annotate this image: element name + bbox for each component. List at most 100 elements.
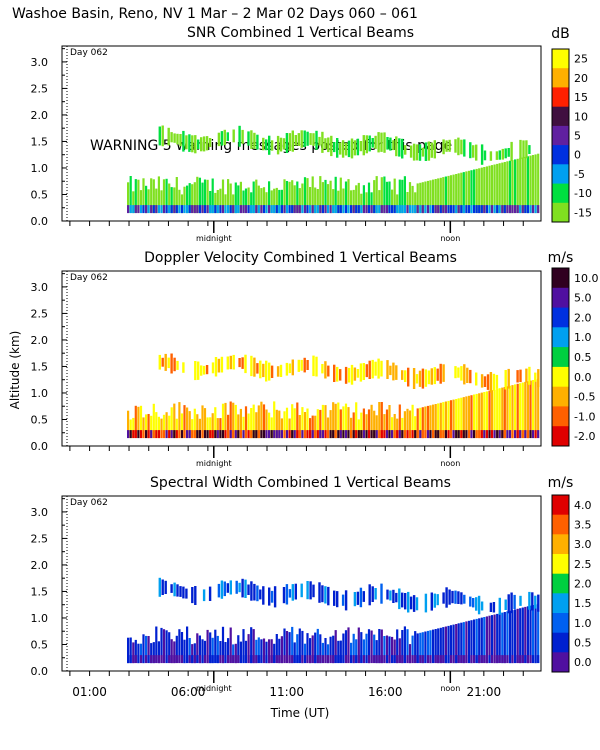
echo-low-strip <box>380 402 383 439</box>
echo-low-strip <box>375 176 378 214</box>
echo-layer-strip <box>339 142 342 155</box>
echo-layer-strip <box>537 369 540 388</box>
echo-layer-strip <box>297 359 300 372</box>
echo-base-strip <box>296 430 299 439</box>
echo-low-strip <box>426 630 430 663</box>
echo-base-strip <box>526 205 529 214</box>
echo-base-strip <box>162 430 166 439</box>
echo-low-strip <box>296 181 299 213</box>
echo-layer-strip <box>448 589 451 605</box>
echo-base-strip <box>457 655 460 664</box>
echo-low-strip <box>444 401 447 439</box>
echo-low-strip <box>537 153 540 213</box>
echo-layer-strip <box>374 588 377 600</box>
echo-low-strip <box>250 408 253 439</box>
echo-layer-strip <box>507 148 510 157</box>
echo-base-strip <box>288 655 291 664</box>
echo-low-strip <box>488 165 491 213</box>
echo-layer-strip <box>436 368 439 381</box>
echo-base-strip <box>460 655 463 664</box>
echo-base-strip <box>434 655 437 664</box>
echo-layer-strip <box>507 594 510 614</box>
echo-base-strip <box>462 430 465 439</box>
echo-base-strip <box>314 205 317 214</box>
echo-low-strip <box>365 633 368 663</box>
echo-base-strip <box>370 205 373 214</box>
echo-low-strip <box>383 636 386 663</box>
echo-layer-strip <box>436 594 439 606</box>
figure-title: Washoe Basin, Reno, NV 1 Mar – 2 Mar 02 … <box>12 6 418 22</box>
echo-low-strip <box>391 189 394 213</box>
echo-layer-strip <box>528 366 531 385</box>
echo-low-strip <box>416 183 419 213</box>
echo-base-strip <box>324 205 327 214</box>
echo-base-strip <box>175 205 178 214</box>
echo-base-strip <box>470 430 473 439</box>
echo-base-strip <box>221 655 225 664</box>
echo-base-strip <box>203 430 207 439</box>
echo-base-strip <box>193 205 196 214</box>
echo-low-strip <box>242 190 245 213</box>
echo-base-strip <box>432 205 435 214</box>
colorbar-segment <box>552 573 569 594</box>
echo-layer-strip <box>525 140 528 159</box>
echo-low-strip <box>139 190 143 213</box>
echo-base-strip <box>321 430 324 439</box>
echo-low-strip <box>490 165 494 213</box>
colorbar-segment <box>552 49 569 69</box>
echo-low-strip <box>414 631 417 663</box>
echo-base-strip <box>250 655 253 664</box>
echo-base-strip <box>398 205 401 214</box>
echo-layer-strip <box>404 370 407 382</box>
echo-base-strip <box>342 205 345 214</box>
echo-base-strip <box>480 205 483 214</box>
echo-low-strip <box>401 417 404 438</box>
echo-base-strip <box>478 430 481 439</box>
echo-base-strip <box>488 655 491 664</box>
echo-low-strip <box>521 607 524 663</box>
echo-base-strip <box>462 655 465 664</box>
echo-low-strip <box>378 402 381 438</box>
echo-low-strip <box>462 622 465 664</box>
echo-base-strip <box>526 430 529 439</box>
echo-base-strip <box>147 655 150 664</box>
echo-low-strip <box>157 176 160 213</box>
echo-base-strip <box>503 205 506 214</box>
echo-low-strip <box>186 407 189 438</box>
echo-base-strip <box>378 655 381 664</box>
echo-low-strip <box>475 393 478 438</box>
echo-low-strip <box>355 185 358 213</box>
echo-low-strip <box>449 175 453 213</box>
echo-low-strip <box>496 163 499 214</box>
echo-low-strip <box>165 178 168 214</box>
colorbar-segment <box>552 307 569 328</box>
echo-low-strip <box>339 640 342 663</box>
echo-layer-strip <box>418 370 422 387</box>
echo-layer-strip <box>318 582 321 603</box>
echo-base-strip <box>260 430 263 439</box>
echo-low-strip <box>229 401 232 439</box>
plot-frame <box>61 495 542 672</box>
echo-low-strip <box>186 185 189 214</box>
echo-layer-strip <box>270 140 274 151</box>
echo-low-strip <box>534 154 537 214</box>
panel-title: Doppler Velocity Combined 1 Vertical Bea… <box>144 250 457 266</box>
day-mark-label: midnight <box>196 234 232 243</box>
echo-low-strip <box>232 402 235 439</box>
echo-base-strip <box>426 205 430 214</box>
echo-low-strip <box>134 405 137 438</box>
echo-layer-strip <box>392 589 395 603</box>
echo-base-strip <box>357 430 360 439</box>
echo-base-strip <box>367 655 371 664</box>
echo-base-strip <box>311 655 314 664</box>
echo-layer-strip <box>356 369 360 378</box>
plot-frame <box>61 270 542 447</box>
echo-low-strip <box>278 189 281 214</box>
echo-layer-strip <box>262 363 265 378</box>
echo-base-strip <box>252 655 255 664</box>
echo-low-strip <box>370 630 373 663</box>
colorbar-frame <box>551 267 570 447</box>
echo-low-strip <box>424 406 427 438</box>
echo-low-strip <box>457 398 460 438</box>
echo-low-strip <box>280 189 283 214</box>
